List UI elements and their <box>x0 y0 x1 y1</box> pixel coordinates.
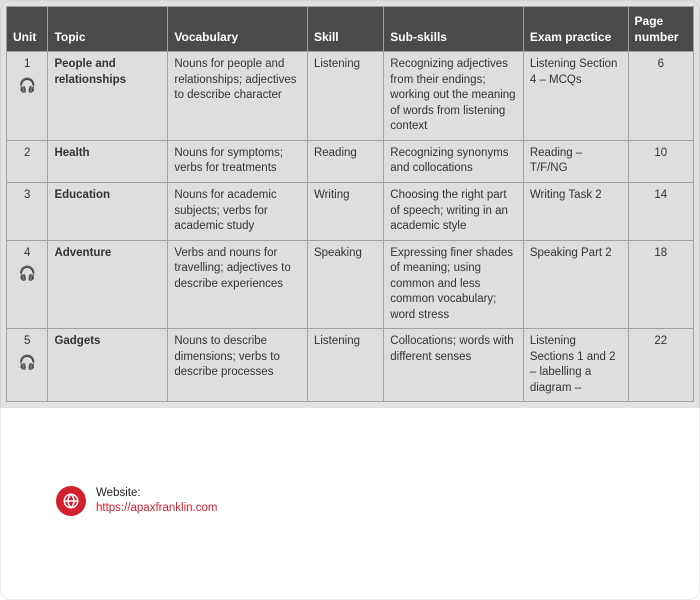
topic-cell: Gadgets <box>48 329 168 402</box>
vocab-cell: Nouns for people and relationships; adje… <box>168 52 308 141</box>
col-header-topic: Topic <box>48 7 168 52</box>
website-url[interactable]: https://apaxfranklin.com <box>96 501 217 516</box>
topic-cell: Education <box>48 182 168 240</box>
vocab-cell: Nouns to describe dimensions; verbs to d… <box>168 329 308 402</box>
exam-cell: Writing Task 2 <box>523 182 628 240</box>
skill-cell: Speaking <box>307 240 383 329</box>
table-header-row: Unit Topic Vocabulary Skill Sub-skills E… <box>7 7 694 52</box>
unit-number: 5 <box>13 334 41 350</box>
skill-cell: Writing <box>307 182 383 240</box>
subskills-cell: Choosing the right part of speech; writi… <box>384 182 524 240</box>
table-row: 2 HealthNouns for symptoms; verbs for tre… <box>7 140 694 182</box>
page-cell: 6 <box>628 52 693 141</box>
website-label: Website: <box>96 486 217 501</box>
subskills-cell: Collocations; words with different sense… <box>384 329 524 402</box>
exam-cell: Speaking Part 2 <box>523 240 628 329</box>
unit-number: 2 <box>13 146 41 162</box>
unit-cell: 1🎧 <box>7 52 48 141</box>
skill-cell: Listening <box>307 329 383 402</box>
exam-cell: Listening Sections 1 and 2 – labelling a… <box>523 329 628 402</box>
unit-cell: 3 <box>7 182 48 240</box>
headphones-icon: 🎧 <box>13 76 41 95</box>
unit-number: 1 <box>13 57 41 73</box>
unit-cell: 5🎧 <box>7 329 48 402</box>
col-header-exam: Exam practice <box>523 7 628 52</box>
topic-cell: Health <box>48 140 168 182</box>
unit-number: 3 <box>13 188 41 204</box>
headphones-icon: 🎧 <box>13 353 41 372</box>
topic-cell: Adventure <box>48 240 168 329</box>
table-row: 4🎧AdventureVerbs and nouns for travellin… <box>7 240 694 329</box>
exam-cell: Reading – T/F/NG <box>523 140 628 182</box>
topic-cell: People and relationships <box>48 52 168 141</box>
page-cell: 22 <box>628 329 693 402</box>
headphones-icon: 🎧 <box>13 264 41 283</box>
vocab-cell: Nouns for symptoms; verbs for treatments <box>168 140 308 182</box>
unit-cell: 2 <box>7 140 48 182</box>
table-body: 1🎧People and relationshipsNouns for peop… <box>7 52 694 402</box>
col-header-unit: Unit <box>7 7 48 52</box>
table-row: 3 EducationNouns for academic subjects; v… <box>7 182 694 240</box>
globe-icon <box>56 486 86 516</box>
vocab-cell: Verbs and nouns for travelling; adjectiv… <box>168 240 308 329</box>
col-header-skill: Skill <box>307 7 383 52</box>
contents-table-container: Unit Topic Vocabulary Skill Sub-skills E… <box>0 0 700 408</box>
col-header-page: Page number <box>628 7 693 52</box>
page-cell: 14 <box>628 182 693 240</box>
vocab-cell: Nouns for academic subjects; verbs for a… <box>168 182 308 240</box>
unit-cell: 4🎧 <box>7 240 48 329</box>
page-cell: 18 <box>628 240 693 329</box>
skill-cell: Listening <box>307 52 383 141</box>
page-cell: 10 <box>628 140 693 182</box>
subskills-cell: Recognizing adjectives from their ending… <box>384 52 524 141</box>
col-header-vocab: Vocabulary <box>168 7 308 52</box>
contents-table: Unit Topic Vocabulary Skill Sub-skills E… <box>6 6 694 402</box>
unit-number: 4 <box>13 246 41 262</box>
skill-cell: Reading <box>307 140 383 182</box>
table-row: 5🎧GadgetsNouns to describe dimensions; v… <box>7 329 694 402</box>
exam-cell: Listening Section 4 – MCQs <box>523 52 628 141</box>
website-text: Website: https://apaxfranklin.com <box>96 486 217 516</box>
col-header-sub: Sub-skills <box>384 7 524 52</box>
subskills-cell: Expressing finer shades of meaning; usin… <box>384 240 524 329</box>
subskills-cell: Recognizing synonyms and collocations <box>384 140 524 182</box>
website-badge: Website: https://apaxfranklin.com <box>56 486 217 516</box>
table-row: 1🎧People and relationshipsNouns for peop… <box>7 52 694 141</box>
